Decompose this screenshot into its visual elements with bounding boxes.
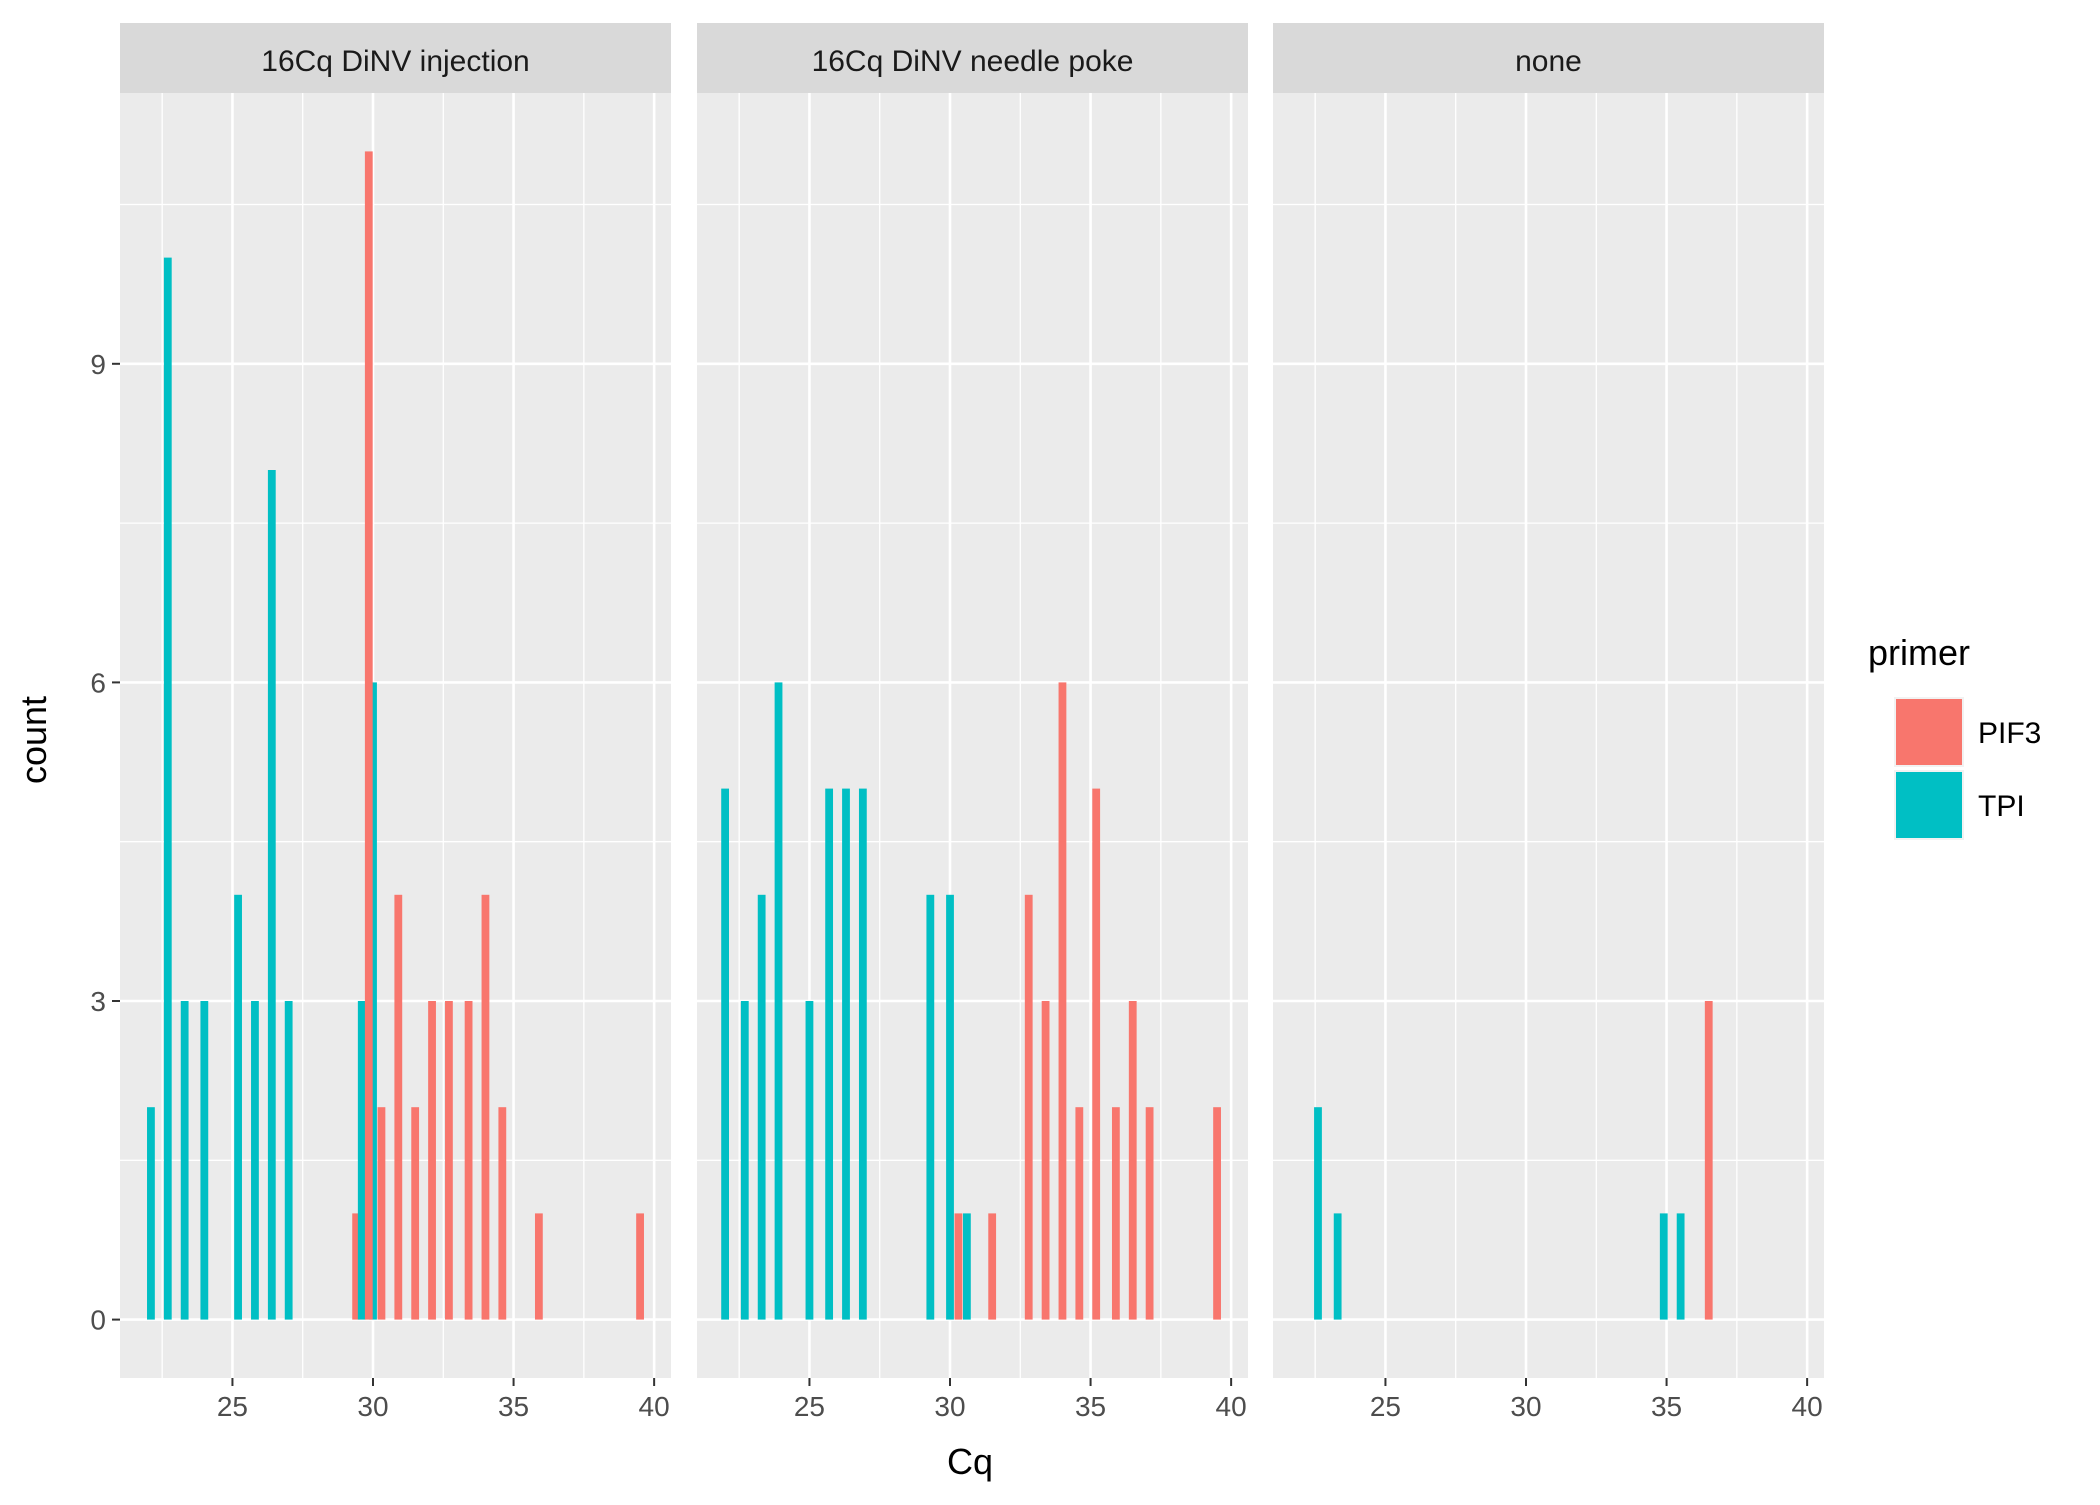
- facet-panel: none 25 30 35 40: [1273, 23, 1824, 1422]
- legend-title: primer: [1868, 632, 1970, 673]
- bar-pif3: [534, 1213, 543, 1320]
- x-tick-label: 30: [934, 1391, 965, 1422]
- y-axis-label: count: [13, 696, 54, 784]
- facet-panel: 16Cq DiNV injection 25 30 35 40: [120, 23, 671, 1422]
- bar-tpi: [284, 1000, 293, 1320]
- facet-strip-title: 16Cq DiNV needle poke: [812, 45, 1134, 78]
- bar-pif3: [394, 894, 403, 1320]
- x-tick-label: 35: [1075, 1391, 1106, 1422]
- y-tick-label: 6: [90, 667, 106, 698]
- bar-pif3: [1213, 1107, 1221, 1320]
- bar-tpi: [1676, 1213, 1685, 1320]
- bar-pif3: [1041, 1000, 1050, 1320]
- bar-pif3: [988, 1213, 997, 1320]
- facet-strip: [1273, 23, 1824, 93]
- x-tick-label: 30: [357, 1391, 388, 1422]
- legend-label-tpi: TPI: [1978, 790, 2025, 823]
- facet-strip: [120, 23, 671, 93]
- bar-pif3: [954, 1213, 963, 1320]
- x-tick-label: 25: [217, 1391, 248, 1422]
- bar-tpi: [774, 682, 783, 1320]
- x-tick-label: 35: [498, 1391, 529, 1422]
- bar-pif3: [1111, 1107, 1120, 1320]
- bar-tpi: [163, 257, 172, 1320]
- bar-pif3: [1092, 788, 1101, 1320]
- bar-pif3: [428, 1000, 436, 1320]
- x-tick-label: 35: [1651, 1391, 1682, 1422]
- bar-tpi: [926, 894, 935, 1320]
- bar-pif3: [1128, 1000, 1137, 1320]
- bar-tpi: [740, 1000, 749, 1320]
- bar-pif3: [1024, 894, 1033, 1320]
- x-tick-label: 40: [639, 1391, 670, 1422]
- bar-tpi: [180, 1000, 189, 1320]
- x-tick-label: 40: [1216, 1391, 1247, 1422]
- bar-tpi: [1314, 1107, 1322, 1320]
- bar-pif3: [498, 1107, 507, 1320]
- y-tick-label: 3: [90, 986, 106, 1017]
- bar-pif3: [445, 1000, 453, 1320]
- x-tick-label: 30: [1510, 1391, 1541, 1422]
- legend-key-tpi: [1896, 772, 1962, 838]
- bar-pif3: [352, 1213, 361, 1320]
- bar-tpi: [267, 470, 276, 1320]
- bar-pif3: [636, 1213, 644, 1320]
- bar-tpi: [1333, 1213, 1342, 1320]
- x-axis-label: Cq: [947, 1441, 993, 1482]
- bar-tpi: [357, 1000, 366, 1320]
- bar-tpi: [147, 1107, 155, 1320]
- bar-tpi: [805, 1000, 814, 1320]
- y-axis: count 0 3 6 9: [13, 349, 120, 1336]
- bar-tpi: [1659, 1213, 1668, 1320]
- bar-tpi: [369, 682, 377, 1320]
- panel-background: [1273, 93, 1824, 1378]
- bar-pif3: [464, 1000, 473, 1320]
- bar-tpi: [842, 788, 850, 1320]
- bar-tpi: [721, 788, 730, 1320]
- legend-key-pif3: [1896, 699, 1962, 765]
- bar-pif3: [411, 1107, 420, 1320]
- y-tick-label: 9: [90, 349, 106, 380]
- bar-tpi: [962, 1213, 971, 1320]
- bar-pif3: [364, 151, 373, 1320]
- bar-tpi: [757, 894, 766, 1320]
- panel-background: [697, 93, 1248, 1378]
- bar-pif3: [377, 1107, 386, 1320]
- y-tick-label: 0: [90, 1305, 106, 1336]
- bar-tpi: [825, 788, 834, 1320]
- bar-tpi: [234, 894, 242, 1320]
- bar-pif3: [1075, 1107, 1084, 1320]
- bar-tpi: [946, 894, 954, 1320]
- bar-tpi: [251, 1000, 259, 1320]
- bar-tpi: [200, 1000, 209, 1320]
- bar-pif3: [1058, 682, 1067, 1320]
- x-tick-label: 40: [1792, 1391, 1823, 1422]
- facet-strip-title: none: [1515, 45, 1582, 78]
- legend: primer PIF3 TPI: [1868, 632, 2041, 840]
- facet-panel: 16Cq DiNV needle poke 25 30 35 40: [697, 23, 1248, 1422]
- x-tick-label: 25: [1370, 1391, 1401, 1422]
- bar-pif3: [481, 894, 490, 1320]
- facet-strip-title: 16Cq DiNV injection: [261, 45, 529, 78]
- x-tick-label: 25: [794, 1391, 825, 1422]
- facet-strip: [697, 23, 1248, 93]
- legend-label-pif3: PIF3: [1978, 717, 2041, 750]
- bar-pif3: [1704, 1000, 1713, 1320]
- bar-tpi: [858, 788, 867, 1320]
- bar-pif3: [1145, 1107, 1154, 1320]
